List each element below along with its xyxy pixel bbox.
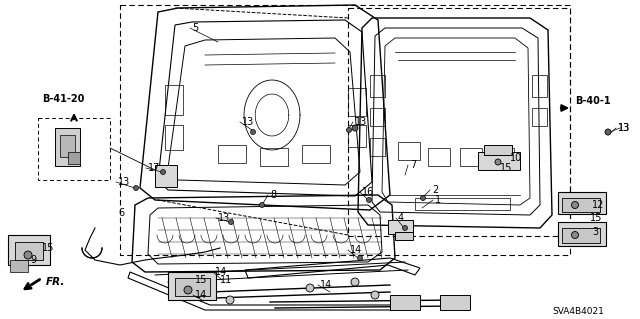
Circle shape xyxy=(572,232,579,239)
Bar xyxy=(428,148,450,166)
Text: 1: 1 xyxy=(435,195,441,205)
Bar xyxy=(558,192,606,214)
Text: 13: 13 xyxy=(618,123,630,133)
Bar xyxy=(348,125,366,147)
Text: 4: 4 xyxy=(398,213,404,223)
Text: 3: 3 xyxy=(592,227,598,237)
Circle shape xyxy=(161,169,166,174)
Text: 12: 12 xyxy=(592,200,604,210)
Text: 9: 9 xyxy=(30,255,36,265)
Circle shape xyxy=(358,256,362,261)
Bar xyxy=(562,198,600,212)
Bar xyxy=(370,138,385,156)
Bar xyxy=(68,152,80,164)
Text: 16: 16 xyxy=(362,187,374,197)
Bar xyxy=(390,295,420,310)
Bar xyxy=(8,235,50,265)
Circle shape xyxy=(367,197,371,203)
Text: 2: 2 xyxy=(432,185,438,195)
Bar xyxy=(165,85,183,115)
Bar xyxy=(460,148,482,166)
Bar xyxy=(478,152,520,170)
Bar xyxy=(395,232,413,240)
Text: 14: 14 xyxy=(195,290,207,300)
Bar xyxy=(218,145,246,163)
Bar xyxy=(415,198,510,210)
Bar xyxy=(398,142,420,160)
Bar xyxy=(562,228,600,243)
Circle shape xyxy=(24,251,32,259)
Bar xyxy=(532,75,547,97)
Bar xyxy=(120,5,570,255)
Bar xyxy=(484,145,512,155)
Text: 7: 7 xyxy=(410,160,416,170)
Text: 14: 14 xyxy=(350,245,362,255)
Text: 15: 15 xyxy=(195,275,207,285)
Bar xyxy=(165,125,183,150)
Bar xyxy=(38,118,110,180)
Circle shape xyxy=(184,286,192,294)
Bar xyxy=(15,242,43,260)
Text: B-41-20: B-41-20 xyxy=(42,94,84,104)
Bar xyxy=(388,220,413,234)
Bar xyxy=(348,8,570,236)
Circle shape xyxy=(495,159,501,165)
Circle shape xyxy=(605,129,611,135)
Bar xyxy=(532,108,547,126)
Circle shape xyxy=(371,291,379,299)
Text: 15: 15 xyxy=(42,243,54,253)
Text: 13: 13 xyxy=(242,117,254,127)
Text: 15: 15 xyxy=(500,163,513,173)
Text: 5: 5 xyxy=(192,23,198,33)
Circle shape xyxy=(250,130,255,135)
Bar xyxy=(10,260,28,272)
Text: 13: 13 xyxy=(355,117,367,127)
Text: 15: 15 xyxy=(590,213,602,223)
Text: 14: 14 xyxy=(320,280,332,290)
Bar xyxy=(155,165,177,187)
Bar xyxy=(302,145,330,163)
Bar xyxy=(370,75,385,97)
Circle shape xyxy=(259,203,264,207)
Circle shape xyxy=(226,296,234,304)
Bar xyxy=(55,128,80,166)
Text: 13: 13 xyxy=(618,123,630,133)
Circle shape xyxy=(228,219,234,225)
Text: 13: 13 xyxy=(118,177,131,187)
Circle shape xyxy=(572,202,579,209)
Text: 8: 8 xyxy=(270,190,276,200)
Circle shape xyxy=(206,291,214,299)
Bar xyxy=(260,148,288,166)
Text: FR.: FR. xyxy=(46,277,65,287)
Circle shape xyxy=(346,128,351,132)
Circle shape xyxy=(352,125,358,131)
Text: 6: 6 xyxy=(118,208,124,218)
Text: 11: 11 xyxy=(220,275,232,285)
Bar xyxy=(175,278,210,296)
Circle shape xyxy=(134,186,138,190)
Bar xyxy=(60,135,75,157)
Bar xyxy=(348,88,366,116)
Text: 13: 13 xyxy=(218,213,230,223)
Circle shape xyxy=(420,196,426,201)
Bar xyxy=(370,108,385,126)
Text: B-40-1: B-40-1 xyxy=(575,96,611,106)
Bar xyxy=(168,272,216,300)
Text: 17: 17 xyxy=(148,163,161,173)
Text: 10: 10 xyxy=(510,153,522,163)
Circle shape xyxy=(306,284,314,292)
Bar xyxy=(440,295,470,310)
Circle shape xyxy=(351,278,359,286)
Text: 14: 14 xyxy=(215,267,227,277)
Text: SVA4B4021: SVA4B4021 xyxy=(552,308,604,316)
Circle shape xyxy=(403,226,408,231)
Bar xyxy=(558,222,606,246)
Bar xyxy=(492,148,514,166)
